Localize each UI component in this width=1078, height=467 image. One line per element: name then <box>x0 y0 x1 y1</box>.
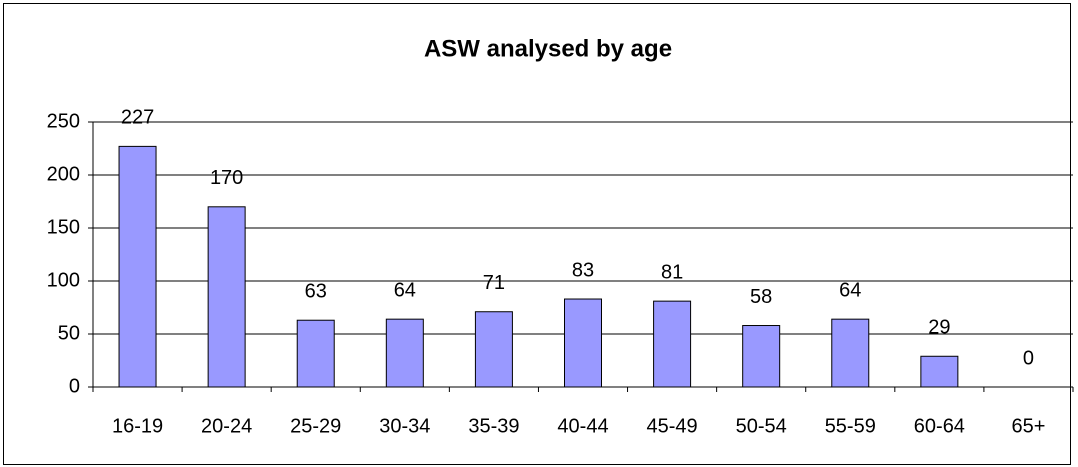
y-tick-label: 200 <box>47 163 80 185</box>
bar <box>207 206 246 388</box>
data-label: 227 <box>121 107 154 129</box>
bar <box>296 319 335 388</box>
data-label: 29 <box>928 317 950 339</box>
bar <box>831 318 870 388</box>
data-label: 58 <box>750 286 772 308</box>
x-tick-label: 40-44 <box>557 415 608 437</box>
bar <box>118 145 157 388</box>
bar <box>653 300 692 388</box>
data-label: 0 <box>1023 347 1034 369</box>
y-tick-label: 100 <box>47 269 80 291</box>
x-tick-label: 55-59 <box>825 415 876 437</box>
data-label: 63 <box>305 281 327 303</box>
x-tick-label: 60-64 <box>914 415 965 437</box>
chart-title: ASW analysed by age <box>424 35 672 62</box>
y-tick-label: 50 <box>58 322 80 344</box>
x-tick-label: 35-39 <box>468 415 519 437</box>
x-tick-label: 30-34 <box>379 415 430 437</box>
y-tick-label: 250 <box>47 110 80 132</box>
y-tick-label: 150 <box>47 216 80 238</box>
bar <box>385 318 424 388</box>
data-label: 64 <box>394 279 416 301</box>
y-tick-label: 0 <box>69 375 80 397</box>
data-label: 83 <box>572 259 594 281</box>
chart-border <box>3 3 1071 465</box>
data-label: 170 <box>210 167 243 189</box>
x-tick-label: 50-54 <box>736 415 787 437</box>
bar <box>742 325 781 388</box>
x-tick-label: 16-19 <box>112 415 163 437</box>
bar <box>474 311 513 388</box>
bar <box>564 298 602 388</box>
x-tick-label: 45-49 <box>647 415 698 437</box>
bar <box>920 355 959 388</box>
x-tick-label: 25-29 <box>290 415 341 437</box>
data-label: 64 <box>839 279 861 301</box>
x-tick-label: 65+ <box>1011 415 1045 437</box>
x-tick-label: 20-24 <box>201 415 252 437</box>
data-label: 81 <box>661 261 683 283</box>
data-label: 71 <box>483 272 505 294</box>
